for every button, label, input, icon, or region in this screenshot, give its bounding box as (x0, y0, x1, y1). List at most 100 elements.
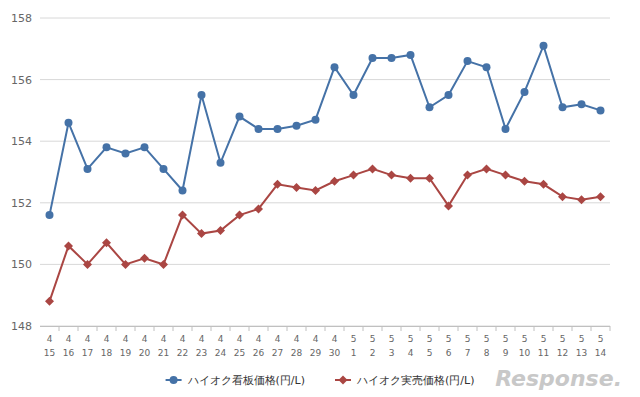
point (293, 122, 301, 130)
point (578, 100, 586, 108)
point (141, 143, 149, 151)
x-tick-label: 58 (484, 334, 490, 358)
x-tick-label-line: 10 (519, 348, 531, 358)
point (540, 42, 548, 50)
x-tick (154, 326, 155, 331)
point (558, 192, 567, 201)
x-tick-label-line: 25 (234, 348, 245, 358)
point (235, 211, 244, 220)
x-tick-label: 512 (557, 334, 568, 358)
x-tick-label-line: 4 (408, 348, 414, 358)
x-tick-label-line: 28 (291, 348, 303, 358)
x-tick-label: 423 (196, 334, 207, 358)
point (178, 211, 187, 220)
x-tick-label-line: 5 (446, 334, 452, 344)
x-tick-label-line: 16 (63, 348, 75, 358)
x-tick (382, 326, 383, 331)
point (179, 186, 187, 194)
x-tick-label-line: 4 (47, 334, 53, 344)
point (217, 159, 225, 167)
x-tick-label: 430 (329, 334, 341, 358)
point (45, 297, 54, 306)
x-tick-label-line: 4 (218, 334, 224, 344)
x-tick-label-line: 21 (158, 348, 169, 358)
x-tick-label-line: 4 (294, 334, 300, 344)
x-tick (420, 326, 421, 331)
x-tick-label-line: 4 (142, 334, 148, 344)
x-tick (591, 326, 592, 331)
point (577, 195, 586, 204)
plot-area (45, 42, 605, 306)
grid-line (40, 202, 610, 203)
x-tick (78, 326, 79, 331)
x-tick-label-line: 23 (196, 348, 207, 358)
x-tick (306, 326, 307, 331)
point (463, 171, 472, 180)
x-tick-label-line: 13 (576, 348, 587, 358)
series-line (50, 169, 601, 301)
x-tick (135, 326, 136, 331)
point (330, 177, 339, 186)
x-tick (515, 326, 516, 331)
point (596, 192, 605, 201)
y-tick-label: 148 (11, 320, 32, 333)
point (65, 119, 73, 127)
point (159, 260, 168, 269)
x-tick-label: 511 (538, 334, 549, 358)
x-tick-label-line: 4 (332, 334, 338, 344)
x-tick-label: 417 (82, 334, 93, 358)
legend-marker (339, 376, 348, 385)
x-tick-label: 57 (465, 334, 471, 358)
point (559, 103, 567, 111)
point (350, 91, 358, 99)
point (273, 180, 282, 189)
point (83, 260, 92, 269)
x-tick (230, 326, 231, 331)
x-tick-label-line: 4 (161, 334, 167, 344)
point (368, 164, 377, 173)
x-tick (173, 326, 174, 331)
x-tick-label-line: 5 (465, 334, 471, 344)
x-tick-label: 514 (595, 334, 607, 358)
point (102, 238, 111, 247)
x-tick-label-line: 5 (541, 334, 547, 344)
x-tick (553, 326, 554, 331)
series-line (50, 46, 601, 215)
x-tick-label-line: 5 (503, 334, 509, 344)
x-tick-label-line: 4 (66, 334, 72, 344)
x-tick-label-line: 29 (310, 348, 322, 358)
x-tick-label: 56 (446, 334, 452, 358)
point (255, 125, 263, 133)
x-tick-label-line: 5 (408, 334, 414, 344)
point (121, 260, 130, 269)
x-tick (458, 326, 459, 331)
point (198, 91, 206, 99)
point (349, 171, 358, 180)
point (406, 174, 415, 183)
point (103, 143, 111, 151)
x-tick-label-line: 5 (427, 348, 433, 358)
x-tick-label-line: 14 (595, 348, 607, 358)
x-tick (534, 326, 535, 331)
x-tick-label-line: 2 (370, 348, 376, 358)
x-tick-label: 415 (44, 334, 55, 358)
x-tick-label-line: 7 (465, 348, 471, 358)
x-tick-label-line: 1 (351, 348, 357, 358)
x-tick-label-line: 5 (370, 334, 376, 344)
x-tick-label: 428 (291, 334, 303, 358)
point (274, 125, 282, 133)
x-tick-label: 54 (408, 334, 414, 358)
x-tick (610, 326, 611, 331)
y-tick-label: 156 (11, 74, 32, 87)
grid-line (40, 18, 610, 19)
x-tick (116, 326, 117, 331)
point (216, 226, 225, 235)
x-tick (211, 326, 212, 331)
x-tick-label-line: 19 (120, 348, 132, 358)
x-tick-label-line: 5 (484, 334, 490, 344)
point (312, 116, 320, 124)
point (236, 113, 244, 121)
x-tick-label-line: 4 (85, 334, 91, 344)
x-tick-label: 427 (272, 334, 283, 358)
point (197, 229, 206, 238)
